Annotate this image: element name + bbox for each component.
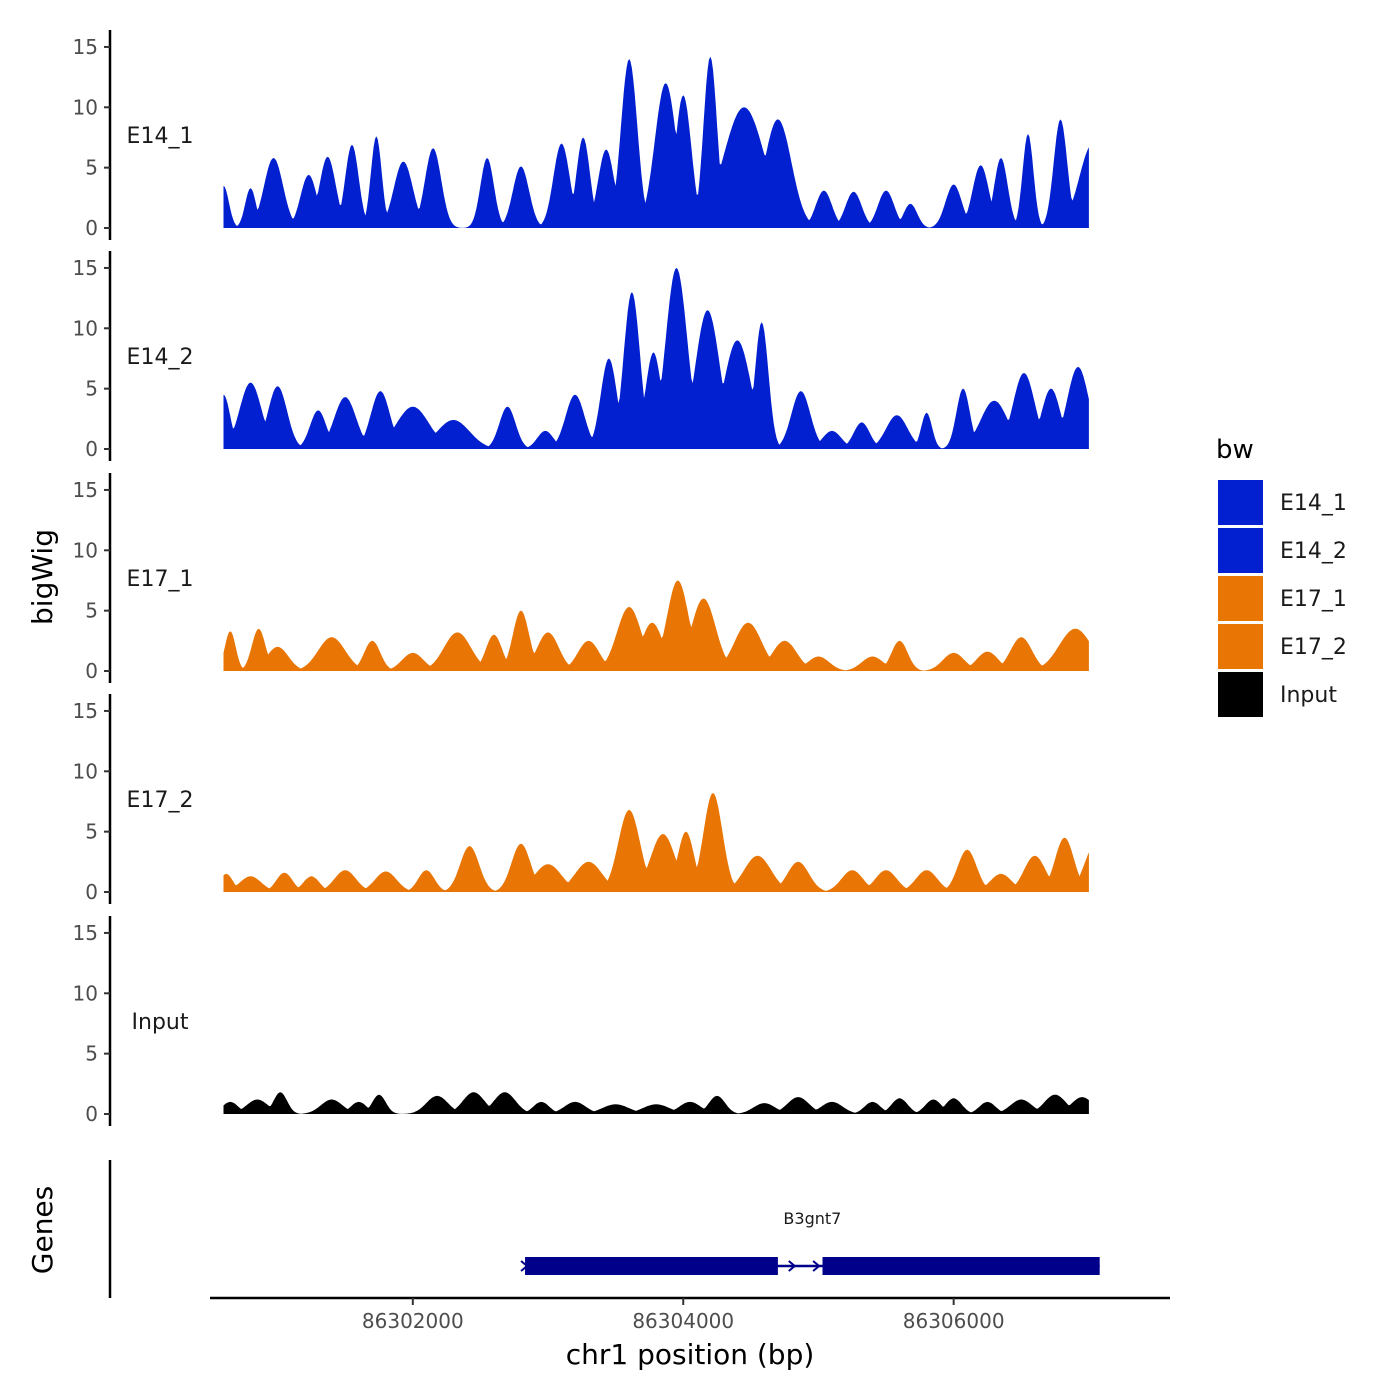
- track-input: 0 5 10 15 Input: [73, 916, 1089, 1126]
- legend-title: bw: [1216, 435, 1254, 465]
- x-tick-label: 86304000: [632, 1309, 734, 1333]
- track-label: E17_1: [127, 567, 194, 592]
- gene-exon: [525, 1257, 778, 1275]
- coverage-area: [223, 793, 1089, 892]
- legend-label: Input: [1280, 683, 1337, 708]
- y-tick-label: 5: [85, 599, 98, 623]
- legend-swatch: [1218, 672, 1263, 717]
- y-tick-label: 10: [73, 538, 98, 562]
- track-label: E17_2: [127, 788, 194, 813]
- legend-label: E17_2: [1280, 635, 1347, 660]
- track-label: Input: [132, 1010, 189, 1035]
- y-tick-label: 5: [85, 156, 98, 180]
- coverage-area: [223, 267, 1089, 449]
- y-tick-label: 5: [85, 1042, 98, 1066]
- gene-label: B3gnt7: [783, 1209, 841, 1228]
- y-tick-label: 0: [85, 1102, 98, 1126]
- legend: E14_1 E14_2 E17_1 E17_2 Input: [1218, 480, 1347, 717]
- y-tick-label: 0: [85, 437, 98, 461]
- coverage-area: [223, 580, 1089, 671]
- y-tick-label: 10: [73, 316, 98, 340]
- track-label: E14_1: [127, 124, 194, 149]
- y-tick-label: 10: [73, 95, 98, 119]
- legend-swatch: [1218, 624, 1263, 669]
- y-tick-label: 5: [85, 820, 98, 844]
- coverage-area: [223, 1092, 1089, 1114]
- track-label: E14_2: [127, 345, 194, 370]
- y-tick-label: 0: [85, 659, 98, 683]
- legend-swatch: [1218, 528, 1263, 573]
- coverage-area: [223, 56, 1089, 228]
- y-tick-label: 10: [73, 759, 98, 783]
- x-axis: 86302000 86304000 86306000: [210, 1296, 1170, 1333]
- signal-tracks: 0 5 10 15 E14_1 0 5 10 15 E14_2 0 5 10 15 E17_1 0 5 10 15 E…: [73, 30, 1089, 1126]
- y-tick-label: 0: [85, 216, 98, 240]
- gene-track-title: Genes: [26, 1186, 59, 1274]
- y-tick-label: 15: [73, 256, 98, 280]
- y-axis-title: bigWig: [26, 529, 59, 625]
- gene-track: B3gnt7: [108, 1160, 1100, 1298]
- y-tick-label: 15: [73, 478, 98, 502]
- y-tick-label: 5: [85, 377, 98, 401]
- strand-arrow: [812, 1260, 821, 1272]
- gene-exon: [822, 1257, 1100, 1275]
- x-axis-title: chr1 position (bp): [566, 1338, 815, 1371]
- y-tick-label: 15: [73, 921, 98, 945]
- y-tick-label: 15: [73, 699, 98, 723]
- legend-label: E17_1: [1280, 587, 1347, 612]
- strand-arrow: [788, 1260, 797, 1272]
- track-e17-2: 0 5 10 15 E17_2: [73, 694, 1089, 904]
- y-tick-label: 15: [73, 35, 98, 59]
- legend-label: E14_1: [1280, 491, 1347, 516]
- track-e14-1: 0 5 10 15 E14_1: [73, 30, 1089, 240]
- track-e17-1: 0 5 10 15 E17_1: [73, 473, 1089, 683]
- track-e14-2: 0 5 10 15 E14_2: [73, 251, 1089, 461]
- y-tick-label: 10: [73, 981, 98, 1005]
- legend-swatch: [1218, 576, 1263, 621]
- legend-swatch: [1218, 480, 1263, 525]
- legend-label: E14_2: [1280, 539, 1347, 564]
- y-tick-label: 0: [85, 880, 98, 904]
- x-tick-label: 86302000: [362, 1309, 464, 1333]
- x-tick-label: 86306000: [903, 1309, 1005, 1333]
